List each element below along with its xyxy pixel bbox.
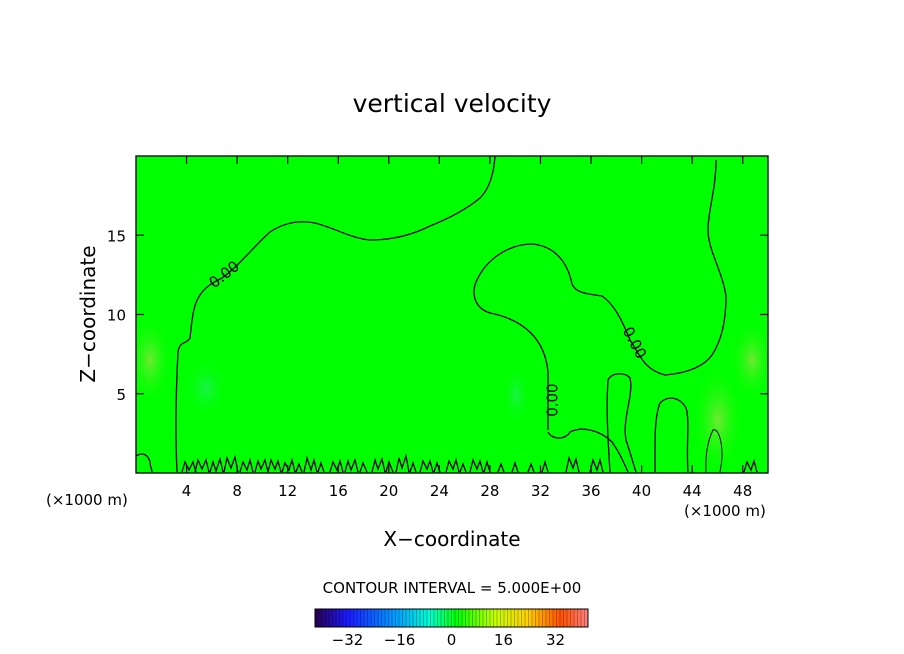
colorbar-ticks: −32 −16 0 16 32 [332, 631, 565, 649]
colorbar-tick-label: 0 [447, 631, 457, 649]
y-tick-label: 10 [107, 307, 126, 325]
y-axis: 5 10 15 [107, 227, 768, 404]
field-patch [692, 365, 744, 473]
colorbar-stripes [318, 609, 585, 627]
chart-title: vertical velocity [353, 89, 552, 118]
contour-lines [136, 156, 758, 473]
zero-contour-surface [181, 453, 758, 473]
x-tick-label: 24 [430, 482, 449, 500]
x-tick-label: 20 [379, 482, 398, 500]
y-axis-label: Z−coordinate [76, 245, 100, 382]
colorbar-tick-label: 16 [494, 631, 513, 649]
colorbar-gradient [314, 608, 589, 628]
zero-contour-branch [547, 428, 629, 473]
x-tick-label: 32 [531, 482, 550, 500]
velocity-field [136, 156, 768, 473]
contour-interval-label: CONTOUR INTERVAL = 5.000E+00 [323, 579, 582, 597]
y-tick-label: 5 [116, 386, 126, 404]
field-background [136, 156, 768, 473]
x-tick-label: 4 [182, 482, 192, 500]
x-tick-label: 44 [683, 482, 702, 500]
x-unit-label-left: (×1000 m) [46, 491, 128, 509]
y-tick-label: 15 [107, 227, 126, 245]
x-tick-label: 8 [232, 482, 242, 500]
zero-contour-lobe [654, 397, 689, 473]
x-tick-label: 40 [632, 482, 651, 500]
field-patch [136, 315, 172, 405]
contour-label: 0.00 [544, 383, 562, 416]
zero-contour-edge [136, 453, 153, 473]
x-axis: 4 8 12 16 20 24 28 32 36 40 44 48 [182, 156, 752, 500]
colorbar-tick-label: −16 [384, 631, 416, 649]
zero-contour-loop [473, 159, 727, 431]
x-tick-label: 28 [480, 482, 499, 500]
field-patch [730, 320, 768, 400]
x-tick-label: 36 [581, 482, 600, 500]
field-patch [502, 365, 530, 425]
zero-contour-finger [606, 373, 637, 473]
colorbar-tick-label: −32 [332, 631, 364, 649]
zero-contour-small [705, 429, 723, 473]
x-unit-label-right: (×1000 m) [684, 502, 766, 520]
colorbar-tick-label: 32 [546, 631, 565, 649]
x-axis-label: X−coordinate [383, 527, 520, 551]
field-patch [184, 358, 228, 418]
x-tick-label: 12 [278, 482, 297, 500]
x-tick-label: 48 [733, 482, 752, 500]
zero-contour-main [175, 156, 496, 473]
colorbar: −32 −16 0 16 32 [314, 608, 589, 649]
x-tick-label: 16 [329, 482, 348, 500]
